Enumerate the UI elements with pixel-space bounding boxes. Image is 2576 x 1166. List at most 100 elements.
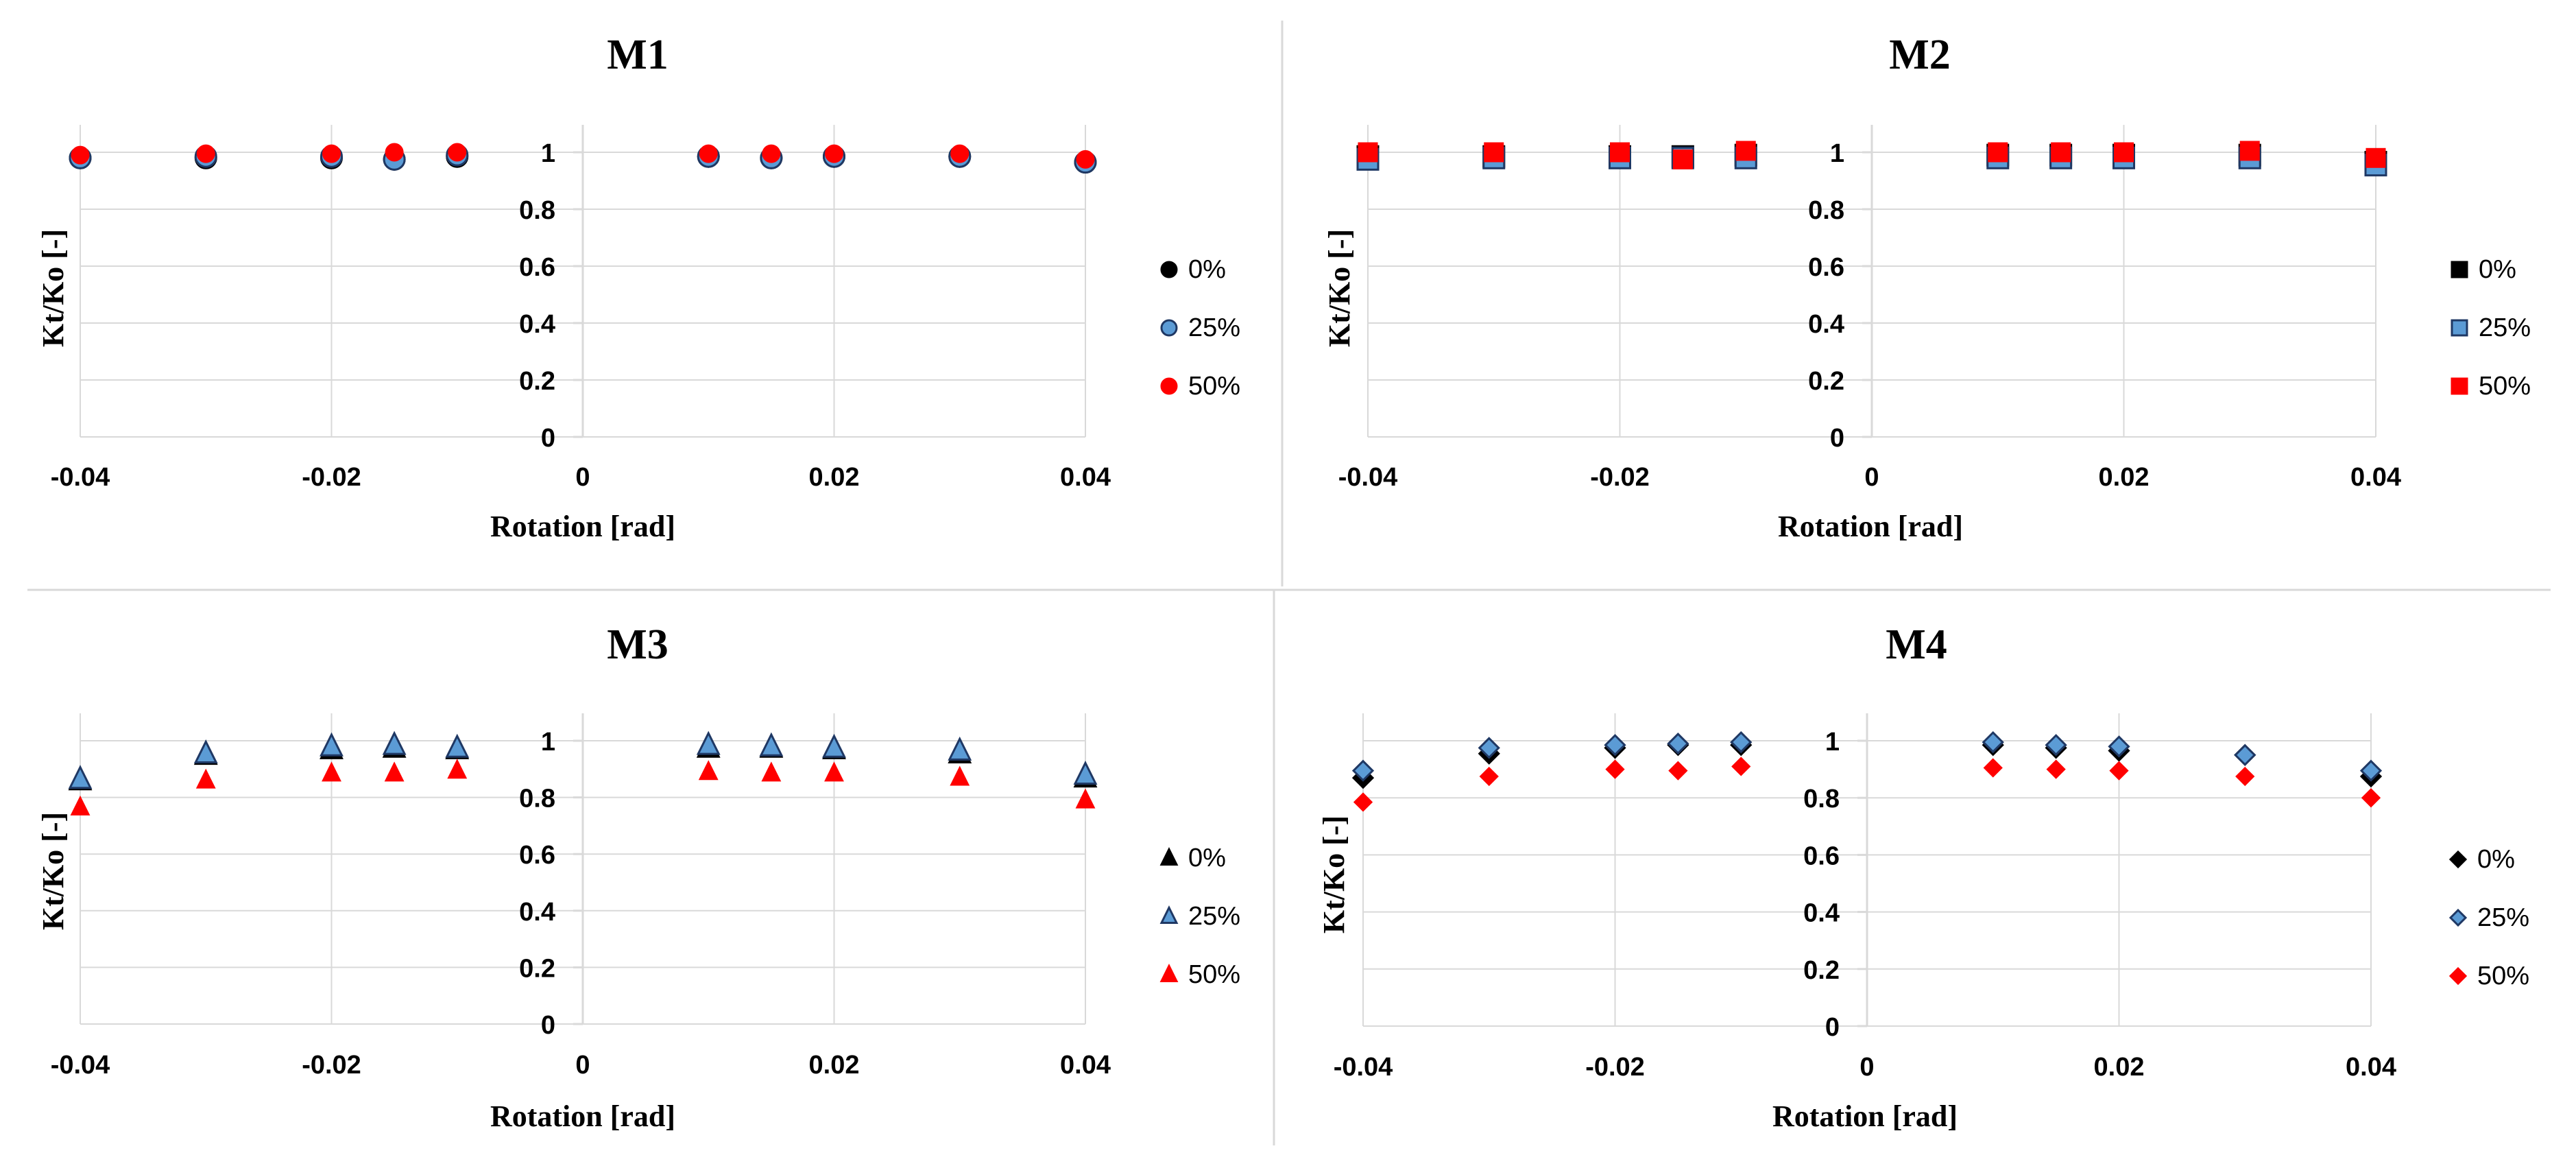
m4-point-50pct (2235, 766, 2255, 787)
m2-xtick-label: -0.04 (1338, 463, 1398, 492)
m2-legend-label: 0% (2479, 255, 2516, 284)
m4-ytick-label: 0 (1825, 1013, 1840, 1042)
m2-point-50pct (1672, 149, 1693, 169)
m3-y-axis-label: Kt/Ko [-] (36, 812, 70, 930)
m3-ytick-label: 0.6 (519, 841, 555, 870)
m1-ytick-label: 0 (541, 424, 555, 453)
m3-point-25pct (193, 739, 218, 764)
m4-point-50pct (1353, 792, 1373, 812)
m4-ytick-label: 1 (1825, 728, 1840, 757)
m3-point-25pct (948, 736, 972, 761)
m4-point-50pct (1983, 758, 2003, 778)
m1-point-50pct (322, 144, 341, 163)
m3-xtick-label: -0.02 (302, 1051, 361, 1080)
m3-point-50pct (761, 761, 782, 782)
m2-ytick-label: 0.6 (1808, 253, 1844, 282)
m2-ytick-label: 0.2 (1808, 367, 1844, 396)
m2-xtick-label: 0 (1864, 463, 1879, 492)
m3-point-25pct (1073, 760, 1098, 785)
m4-point-25pct (1478, 737, 1500, 759)
m3-ytick-label: 0.4 (519, 898, 555, 927)
m2-xtick-label: 0.02 (2099, 463, 2150, 492)
m1-x-axis-label: Rotation [rad] (490, 510, 675, 543)
m1-ytick-label: 0.6 (519, 253, 555, 282)
m4-ytick-label: 0.4 (1803, 899, 1840, 928)
m1-xtick-label: 0.04 (1060, 463, 1111, 492)
m3-point-50pct (824, 761, 844, 782)
m2-xtick-label: -0.02 (1590, 463, 1650, 492)
m3-legend-marker (1159, 905, 1179, 924)
m4-point-50pct (1731, 757, 1751, 776)
m3-ytick-label: 0.2 (519, 954, 555, 983)
m4-point-25pct (2234, 743, 2256, 766)
m3-point-50pct (322, 761, 341, 782)
m1-xtick-label: 0 (575, 463, 590, 492)
m1-legend-marker (1160, 261, 1178, 278)
m4-point-25pct (1351, 759, 1375, 782)
m1-xtick-label: -0.04 (51, 463, 110, 492)
m4-legend-label: 0% (2477, 845, 2515, 874)
m3-legend-label: 0% (1188, 844, 1226, 872)
m1-y-axis-label: Kt/Ko [-] (36, 229, 70, 347)
m3-xtick-label: -0.04 (51, 1051, 110, 1080)
m2-point-50pct (2051, 142, 2071, 163)
m2-legend-marker (2451, 377, 2468, 395)
m3-point-50pct (384, 761, 405, 782)
m1-xtick-label: -0.02 (302, 463, 361, 492)
m1-ytick-label: 0.2 (519, 367, 555, 396)
m3-point-50pct (950, 765, 970, 786)
m2-point-50pct (1358, 142, 1378, 163)
m1-xtick-label: 0.02 (809, 463, 860, 492)
m3-legend-label: 25% (1188, 902, 1240, 931)
m4-point-25pct (2045, 734, 2067, 757)
m2-xtick-label: 0.04 (2350, 463, 2401, 492)
m3-xtick-label: 0.02 (809, 1051, 860, 1080)
m3-point-25pct (320, 732, 344, 757)
m2-point-50pct (1610, 142, 1630, 163)
m1-point-50pct (762, 144, 781, 163)
m4-point-50pct (2109, 761, 2129, 781)
m1-point-50pct (448, 143, 467, 162)
m4-xtick-label: -0.02 (1585, 1053, 1645, 1082)
m3-x-axis-label: Rotation [rad] (490, 1099, 675, 1133)
m3-ytick-label: 0.8 (519, 785, 555, 813)
m3-legend-label: 50% (1188, 960, 1240, 989)
m4-point-50pct (2046, 759, 2066, 779)
m2-title: M2 (1889, 32, 1951, 78)
m4-point-50pct (1479, 766, 1499, 787)
m4-legend-marker (2448, 966, 2468, 986)
m3-point-25pct (382, 730, 407, 755)
m1-point-50pct (71, 145, 90, 165)
m4-ytick-label: 0.8 (1803, 785, 1840, 813)
m4-xtick-label: -0.04 (1334, 1053, 1393, 1082)
m3-ytick-label: 1 (541, 728, 555, 757)
m1-title: M1 (607, 32, 669, 78)
m1-legend-label: 50% (1188, 372, 1240, 401)
m2-point-50pct (2239, 141, 2260, 161)
m2-point-50pct (1988, 142, 2008, 163)
m4-y-axis-label: Kt/Ko [-] (1317, 816, 1351, 933)
m3-xtick-label: 0.04 (1060, 1051, 1111, 1080)
m4-point-25pct (1982, 730, 2004, 754)
m4-point-25pct (1604, 734, 1626, 757)
m3-point-25pct (822, 733, 846, 758)
m4-point-25pct (1730, 730, 1753, 754)
m2-ytick-label: 0 (1830, 424, 1844, 453)
m1-ytick-label: 0.4 (519, 310, 555, 339)
m1-point-50pct (699, 144, 718, 163)
m4-ytick-label: 0.2 (1803, 956, 1840, 985)
m3-point-25pct (759, 732, 784, 757)
m4-point-50pct (1605, 759, 1625, 779)
m4-point-25pct (2359, 759, 2383, 782)
m4-legend-label: 50% (2477, 962, 2529, 990)
m1-legend-label: 25% (1188, 313, 1240, 342)
m3-point-50pct (1075, 788, 1096, 809)
m4-point-25pct (1667, 733, 1689, 755)
m2-x-axis-label: Rotation [rad] (1778, 510, 1963, 543)
m3-point-25pct (696, 730, 721, 755)
m3-point-50pct (195, 768, 216, 789)
m2-ytick-label: 0.4 (1808, 310, 1844, 339)
m3-point-50pct (447, 759, 468, 779)
m4-point-50pct (2361, 788, 2381, 808)
